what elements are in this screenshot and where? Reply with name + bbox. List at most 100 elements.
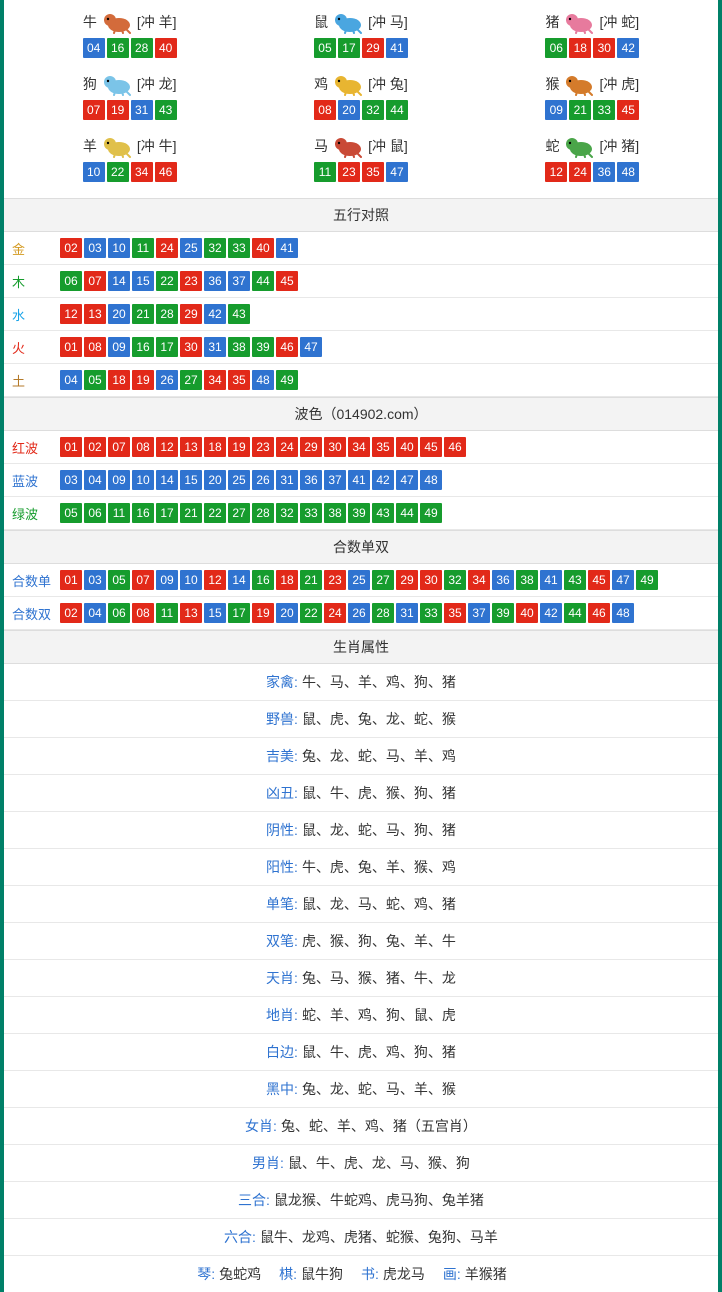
number-ball: 06 [108,603,130,623]
zodiac-icon [99,134,135,158]
number-ball: 30 [324,437,346,457]
attr-key: 天肖: [266,968,298,988]
number-ball: 36 [492,570,514,590]
number-ball: 24 [569,162,591,182]
heshu-table: 合数单0103050709101214161821232527293032343… [4,564,718,630]
attr-row: 三合:鼠龙猴、牛蛇鸡、虎马狗、兔羊猪 [4,1182,718,1219]
attr-value: 鼠、虎、兔、龙、蛇、猴 [302,709,456,729]
row-label: 合数双 [12,604,60,623]
attr-value: 牛、虎、兔、羊、猴、鸡 [302,857,456,877]
zodiac-balls: 12243648 [545,162,639,182]
number-ball: 37 [228,271,250,291]
four-arts-value: 兔蛇鸡 [219,1264,261,1284]
table-row: 水1213202128294243 [4,298,718,331]
number-ball: 35 [372,437,394,457]
row-balls: 05061116172122272832333839434449 [60,503,442,523]
attr-value: 鼠龙猴、牛蛇鸡、虎马狗、兔羊猪 [274,1190,484,1210]
number-ball: 28 [372,603,394,623]
number-ball: 45 [588,570,610,590]
number-ball: 24 [276,437,298,457]
number-ball: 08 [132,437,154,457]
attr-value: 鼠、牛、虎、猴、狗、猪 [302,783,456,803]
zodiac-grid: 牛[冲 羊]04162840鼠[冲 马]05172941猪[冲 蛇]061830… [4,0,718,198]
number-ball: 17 [156,503,178,523]
number-ball: 28 [252,503,274,523]
row-label: 木 [12,272,60,291]
number-ball: 46 [444,437,466,457]
zodiac-name: 羊 [83,136,97,156]
number-ball: 28 [156,304,178,324]
table-row: 土04051819262734354849 [4,364,718,397]
number-ball: 19 [228,437,250,457]
zodiac-head: 马[冲 鼠] [245,134,476,158]
number-ball: 31 [396,603,418,623]
number-ball: 48 [420,470,442,490]
zodiac-chong: [冲 马] [368,12,408,32]
number-ball: 06 [60,271,82,291]
number-ball: 33 [300,503,322,523]
number-ball: 19 [132,370,154,390]
table-row: 蓝波03040910141520252631363741424748 [4,464,718,497]
attr-key: 单笔: [266,894,298,914]
number-ball: 30 [420,570,442,590]
row-balls: 1213202128294243 [60,304,250,324]
four-arts-row: 琴:兔蛇鸡棋:鼠牛狗书:虎龙马画:羊猴猪 [4,1256,718,1292]
zodiac-cell: 马[冲 鼠]11233547 [245,130,476,192]
zodiac-chong: [冲 虎] [599,74,639,94]
number-ball: 18 [108,370,130,390]
number-ball: 19 [107,100,129,120]
row-balls: 0103050709101214161821232527293032343638… [60,570,658,590]
attr-row: 阴性:鼠、龙、蛇、马、狗、猪 [4,812,718,849]
number-ball: 42 [204,304,226,324]
attr-key: 女肖: [245,1116,277,1136]
number-ball: 32 [444,570,466,590]
number-ball: 47 [612,570,634,590]
number-ball: 22 [156,271,178,291]
number-ball: 41 [386,38,408,58]
four-arts-value: 羊猴猪 [465,1264,507,1284]
number-ball: 23 [338,162,360,182]
number-ball: 46 [588,603,610,623]
number-ball: 02 [60,603,82,623]
number-ball: 33 [420,603,442,623]
number-ball: 25 [348,570,370,590]
number-ball: 44 [386,100,408,120]
zodiac-chong: [冲 牛] [137,136,177,156]
number-ball: 41 [540,570,562,590]
zodiac-chong: [冲 羊] [137,12,177,32]
number-ball: 40 [155,38,177,58]
row-balls: 04051819262734354849 [60,370,298,390]
attr-value: 牛、马、羊、鸡、狗、猪 [302,672,456,692]
zodiac-cell: 牛[冲 羊]04162840 [14,6,245,68]
row-label: 水 [12,305,60,324]
number-ball: 27 [180,370,202,390]
attr-value: 兔、龙、蛇、马、羊、鸡 [302,746,456,766]
number-ball: 20 [108,304,130,324]
row-balls: 03040910141520252631363741424748 [60,470,442,490]
zodiac-cell: 蛇[冲 猪] 12243648 [477,130,708,192]
row-balls: 06071415222336374445 [60,271,298,291]
attr-table: 家禽:牛、马、羊、鸡、狗、猪野兽:鼠、虎、兔、龙、蛇、猴吉美:兔、龙、蛇、马、羊… [4,664,718,1256]
attr-header: 生肖属性 [4,630,718,664]
number-ball: 39 [492,603,514,623]
wuxing-table: 金02031011242532334041木060714152223363744… [4,232,718,397]
number-ball: 38 [516,570,538,590]
four-arts-key: 画: [443,1264,461,1284]
attr-row: 地肖:蛇、羊、鸡、狗、鼠、虎 [4,997,718,1034]
number-ball: 07 [83,100,105,120]
zodiac-balls: 09213345 [545,100,639,120]
row-balls: 0108091617303138394647 [60,337,322,357]
attr-value: 兔、蛇、羊、鸡、猪（五宫肖） [281,1116,477,1136]
zodiac-head: 蛇[冲 猪] [477,134,708,158]
number-ball: 23 [252,437,274,457]
number-ball: 34 [204,370,226,390]
number-ball: 15 [204,603,226,623]
attr-key: 六合: [224,1227,256,1247]
number-ball: 08 [314,100,336,120]
number-ball: 03 [84,570,106,590]
attr-row: 白边:鼠、牛、虎、鸡、狗、猪 [4,1034,718,1071]
four-arts-key: 书: [361,1264,379,1284]
zodiac-cell: 鸡[冲 兔]08203244 [245,68,476,130]
number-ball: 26 [156,370,178,390]
zodiac-cell: 鼠[冲 马]05172941 [245,6,476,68]
